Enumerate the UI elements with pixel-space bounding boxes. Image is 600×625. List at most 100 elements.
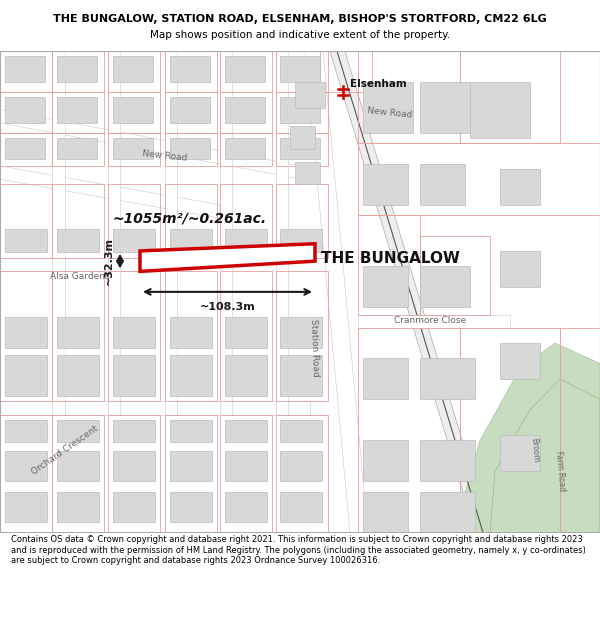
Bar	[57, 56, 97, 82]
Bar	[57, 98, 97, 123]
Bar	[500, 343, 540, 379]
Bar	[500, 169, 540, 205]
Text: Farm Road: Farm Road	[554, 451, 566, 492]
Bar	[5, 56, 45, 82]
Bar	[170, 138, 210, 159]
Polygon shape	[276, 51, 288, 415]
Bar	[420, 82, 470, 133]
Bar	[225, 491, 267, 522]
Text: ~108.3m: ~108.3m	[200, 302, 256, 312]
Bar	[225, 420, 267, 442]
Polygon shape	[0, 401, 310, 415]
Text: Elsenham: Elsenham	[350, 79, 407, 89]
Text: Station Road: Station Road	[310, 319, 320, 378]
Bar	[420, 266, 470, 308]
Bar	[225, 98, 265, 123]
Bar	[57, 229, 99, 252]
Polygon shape	[490, 379, 600, 532]
Text: New Road: New Road	[367, 106, 413, 119]
Bar	[363, 491, 408, 532]
Bar	[170, 56, 210, 82]
Polygon shape	[460, 343, 600, 532]
Polygon shape	[305, 51, 368, 532]
Bar	[420, 164, 465, 205]
Bar	[363, 82, 413, 133]
Text: Map shows position and indicative extent of the property.: Map shows position and indicative extent…	[150, 30, 450, 40]
Polygon shape	[0, 166, 220, 218]
Text: Broom: Broom	[529, 438, 541, 463]
Text: ~32.3m: ~32.3m	[104, 237, 114, 285]
Bar	[57, 451, 99, 481]
Bar	[5, 138, 45, 159]
Bar	[363, 358, 408, 399]
Bar	[57, 318, 99, 348]
Bar	[280, 318, 322, 348]
Bar	[5, 451, 47, 481]
Text: New Road: New Road	[142, 149, 188, 162]
Bar	[225, 318, 267, 348]
Bar	[420, 441, 475, 481]
Text: THE BUNGALOW, STATION ROAD, ELSENHAM, BISHOP'S STORTFORD, CM22 6LG: THE BUNGALOW, STATION ROAD, ELSENHAM, BI…	[53, 14, 547, 24]
Bar	[170, 420, 212, 442]
Bar	[170, 491, 212, 522]
Bar	[280, 56, 320, 82]
Text: Contains OS data © Crown copyright and database right 2021. This information is : Contains OS data © Crown copyright and d…	[11, 535, 586, 565]
Bar	[170, 229, 212, 252]
Bar	[420, 358, 475, 399]
Polygon shape	[0, 109, 318, 182]
Polygon shape	[358, 316, 510, 328]
Bar	[113, 56, 153, 82]
Bar	[500, 435, 540, 471]
Bar	[5, 491, 47, 522]
Bar	[290, 126, 315, 149]
Polygon shape	[52, 51, 65, 415]
Bar	[470, 82, 530, 138]
Bar	[113, 451, 155, 481]
Bar	[500, 251, 540, 287]
Bar	[57, 420, 99, 442]
Bar	[363, 441, 408, 481]
Bar	[170, 356, 212, 396]
Bar	[5, 356, 47, 396]
Polygon shape	[165, 51, 177, 415]
Bar	[113, 229, 155, 252]
Text: Alsa Gardens: Alsa Gardens	[50, 272, 110, 281]
Text: Cranmore Close: Cranmore Close	[394, 316, 466, 325]
Bar	[113, 491, 155, 522]
Bar	[280, 356, 322, 396]
Bar	[225, 229, 267, 252]
Bar	[170, 98, 210, 123]
Bar	[280, 98, 320, 123]
Polygon shape	[108, 51, 120, 415]
Text: THE BUNGALOW: THE BUNGALOW	[320, 251, 460, 266]
Polygon shape	[330, 51, 490, 532]
Bar	[170, 451, 212, 481]
Bar	[280, 491, 322, 522]
Bar	[113, 138, 153, 159]
Bar	[5, 229, 47, 252]
Bar	[113, 420, 155, 442]
Bar	[295, 82, 325, 107]
Bar	[280, 138, 320, 159]
Bar	[295, 162, 320, 184]
Bar	[57, 138, 97, 159]
Bar	[5, 318, 47, 348]
Bar	[363, 164, 408, 205]
Bar	[420, 491, 475, 532]
Bar	[113, 98, 153, 123]
Bar	[225, 138, 265, 159]
Bar	[280, 420, 322, 442]
Bar	[170, 318, 212, 348]
Bar	[113, 356, 155, 396]
Text: ~1055m²/~0.261ac.: ~1055m²/~0.261ac.	[113, 211, 267, 226]
Bar	[113, 318, 155, 348]
Bar	[5, 420, 47, 442]
Polygon shape	[220, 51, 232, 415]
Bar	[225, 56, 265, 82]
Bar	[225, 356, 267, 396]
Bar	[57, 491, 99, 522]
Bar	[57, 356, 99, 396]
Bar	[280, 229, 322, 252]
Text: Orchard Crescent: Orchard Crescent	[30, 424, 100, 477]
Bar	[363, 266, 408, 308]
